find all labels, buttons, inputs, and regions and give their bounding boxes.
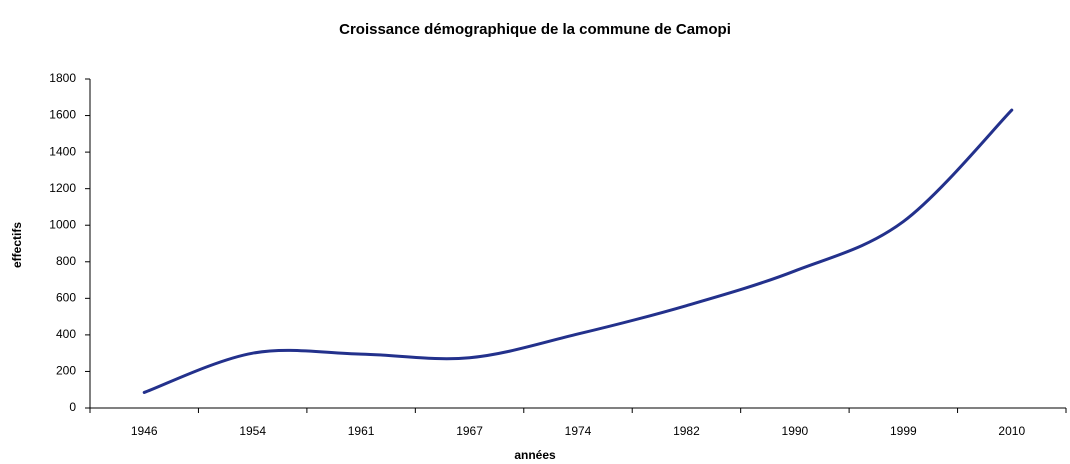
x-tick-label: 1946 [131,424,158,438]
x-tick-label: 1990 [782,424,809,438]
y-tick-label: 0 [69,400,76,414]
y-tick-label: 200 [56,364,76,378]
y-tick-label: 1800 [49,71,76,85]
y-tick-label: 600 [56,291,76,305]
chart-title: Croissance démographique de la commune d… [339,21,731,38]
y-tick-label: 1000 [49,217,76,231]
x-tick-label: 1999 [890,424,917,438]
x-tick-label: 1961 [348,424,375,438]
y-tick-label: 800 [56,254,76,268]
y-tick-label: 400 [56,327,76,341]
x-tick-label: 1974 [565,424,592,438]
line-series [142,108,1014,394]
x-tick-label: 2010 [998,424,1025,438]
x-axis-label: années [514,448,556,462]
x-tick-label: 1954 [239,424,266,438]
x-tick-label: 1982 [673,424,700,438]
x-tick-label: 1967 [456,424,483,438]
y-tick-label: 1600 [49,108,76,122]
y-tick-label: 1200 [49,181,76,195]
y-tick-label: 1400 [49,144,76,158]
y-axis-label: effectifs [10,222,24,268]
